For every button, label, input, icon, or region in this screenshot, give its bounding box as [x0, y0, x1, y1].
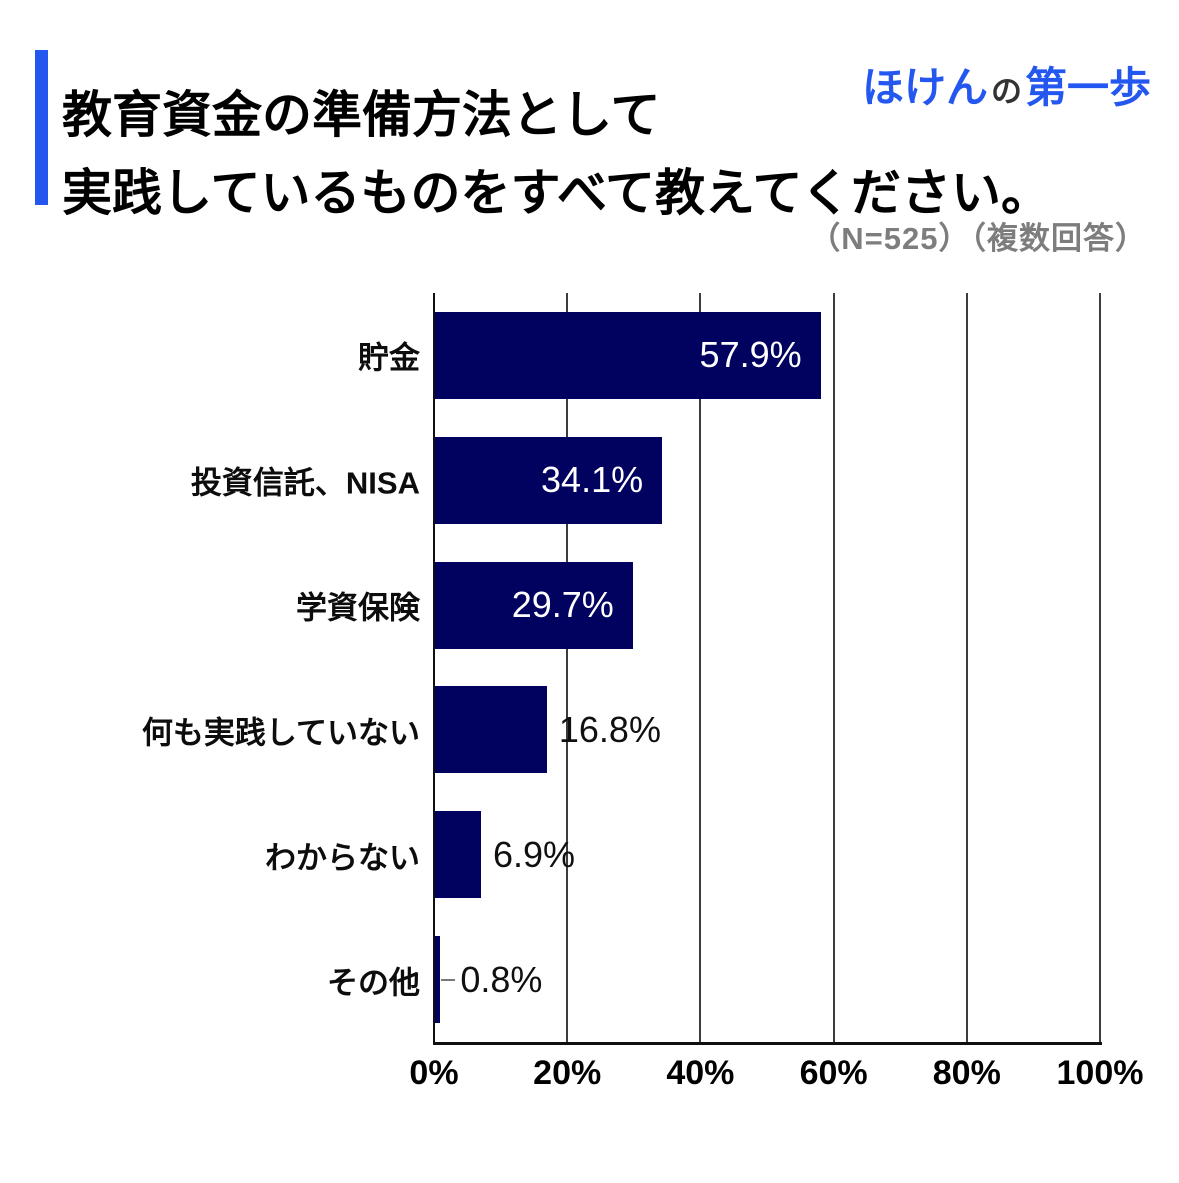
logo-text-daiippo: 第一歩 [1024, 64, 1151, 111]
gridline [832, 293, 835, 1042]
bar-value-label: 16.8% [558, 708, 661, 750]
category-label: 貯金 [358, 340, 420, 376]
category-label: 投資信託、NISA [190, 465, 420, 501]
category-label: その他 [327, 965, 420, 1001]
x-tick-label: 80% [932, 1054, 1001, 1092]
x-tick-label: 0% [409, 1054, 459, 1092]
bar [435, 936, 441, 1024]
bar [435, 686, 547, 774]
x-tick-label: 20% [533, 1054, 602, 1092]
gridline [1099, 293, 1101, 1042]
brand-logo: ほけんの第一歩 [862, 54, 1151, 115]
category-label: 学資保険 [296, 590, 420, 626]
title-line-2: 実践しているものをすべて教えてください。 [62, 164, 1051, 221]
category-label: わからない [265, 840, 420, 876]
bar [435, 561, 633, 649]
gridline [566, 293, 569, 1042]
bar-value-label: 34.1% [541, 459, 644, 501]
sample-size-note: （N=525）（複数回答） [809, 221, 1147, 256]
bar [435, 311, 821, 399]
bar [435, 436, 663, 524]
gridline [699, 293, 702, 1042]
bar-value-label: 6.9% [492, 833, 576, 875]
x-tick-label: 40% [666, 1054, 735, 1092]
page-title: 教育資金の準備方法として 実践しているものをすべて教えてください。 [62, 76, 1051, 232]
gridline [965, 293, 968, 1042]
y-axis-line [433, 293, 435, 1042]
bar [435, 811, 481, 899]
bar-value-label: 29.7% [511, 584, 614, 626]
x-axis-line [433, 1042, 1102, 1045]
title-accent-bar [35, 50, 48, 205]
logo-text-hoken: ほけん [861, 64, 988, 111]
category-label: 何も実践していない [141, 715, 420, 751]
x-tick-label: 100% [1056, 1054, 1144, 1092]
bar-value-label: 0.8% [460, 958, 543, 1000]
bar-value-label: 57.9% [699, 334, 802, 376]
title-line-1: 教育資金の準備方法として [62, 86, 661, 143]
logo-text-no: の [990, 74, 1022, 109]
value-leader-line [441, 978, 456, 981]
x-tick-label: 60% [799, 1054, 868, 1092]
